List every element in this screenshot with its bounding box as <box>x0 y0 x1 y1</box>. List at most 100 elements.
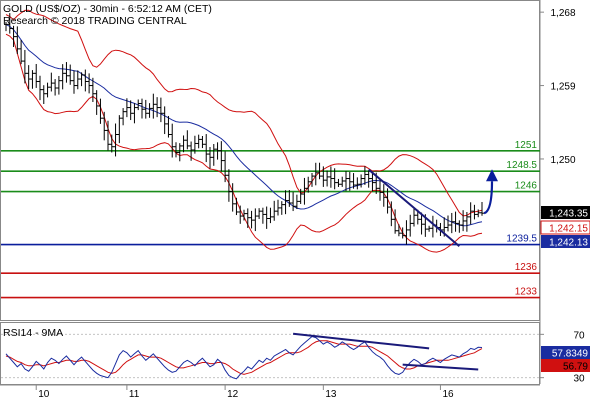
candle <box>287 190 292 207</box>
candle <box>204 134 209 163</box>
price-tags: 1,243.35 1,242.15 1,242.13 <box>540 206 590 249</box>
candle <box>53 79 58 96</box>
candle <box>181 135 186 153</box>
candle <box>60 64 65 90</box>
candle <box>219 141 224 172</box>
candle <box>396 224 401 237</box>
chart-title-line2: Research © 2018 TRADING CENTRAL <box>3 15 187 27</box>
candle <box>359 174 364 188</box>
price-tag-last_price: 1,243.35 <box>541 206 590 220</box>
candle <box>476 209 481 218</box>
candle <box>461 210 466 232</box>
candle <box>151 93 156 119</box>
rsi-tag-rsi_ma: 56.79 <box>541 359 590 373</box>
candle <box>211 144 216 166</box>
rsi-panel-label: RSI14 - 9MA <box>3 327 63 339</box>
candle <box>332 168 337 190</box>
candle <box>41 85 46 105</box>
candle <box>453 211 458 232</box>
candle <box>294 194 299 210</box>
projection-arrow <box>483 169 498 215</box>
rsi-line <box>5 335 483 380</box>
candle <box>419 212 424 235</box>
candle <box>208 147 212 169</box>
candle <box>230 183 235 212</box>
candle <box>34 63 39 88</box>
candle <box>94 90 99 115</box>
candle <box>22 49 27 84</box>
price-tag-moving_average: 1,242.13 <box>541 235 590 249</box>
candle <box>446 215 450 232</box>
candle <box>56 75 61 95</box>
svg-text:1,242.13: 1,242.13 <box>549 238 588 249</box>
candle <box>234 197 239 216</box>
level-label-1: 1248.5 <box>506 160 537 171</box>
rsi-tags: 57.8349 56.79 <box>541 346 590 373</box>
candle <box>313 162 318 186</box>
time-tick-label: 10 <box>38 389 50 400</box>
candle <box>298 188 303 204</box>
candle <box>192 135 197 154</box>
candle <box>464 211 469 232</box>
candle <box>283 190 288 215</box>
rsi-trendline-0 <box>293 332 430 350</box>
candle <box>196 134 201 149</box>
candle <box>328 166 333 188</box>
price-trendlines <box>368 168 460 247</box>
chart-title-line1: GOLD (US$/OZ) - 30min - 6:52:12 AM (CET) <box>3 3 212 15</box>
rsi-ma-line <box>5 340 483 375</box>
candle <box>162 106 167 135</box>
candle <box>268 207 273 224</box>
moving-average <box>5 23 483 227</box>
candle <box>370 171 375 192</box>
candle <box>336 178 341 187</box>
time-tick-label: 13 <box>325 389 337 400</box>
candle <box>385 188 390 214</box>
candle <box>257 208 262 219</box>
candle <box>310 173 314 187</box>
candle <box>378 180 382 201</box>
rsi-panel-frame <box>0 322 540 385</box>
candle <box>72 70 76 94</box>
candle <box>276 199 280 216</box>
candle <box>472 204 477 220</box>
candle <box>136 99 141 111</box>
candle <box>260 207 265 224</box>
time-tick-label: 16 <box>442 389 454 400</box>
svg-text:57.8349: 57.8349 <box>552 349 589 360</box>
candle <box>381 184 386 207</box>
candle <box>64 62 69 83</box>
candle <box>4 21 8 32</box>
price-tick-label: 1,250 <box>550 155 575 166</box>
candle <box>124 98 129 118</box>
candle <box>249 210 254 229</box>
candle <box>19 40 24 65</box>
horizontal-levels <box>1 150 540 299</box>
candle <box>340 176 345 187</box>
candle <box>302 177 307 205</box>
candle <box>98 98 103 124</box>
candle <box>468 202 473 225</box>
candle <box>45 82 50 98</box>
candle <box>90 77 95 102</box>
rsi-trendline-1 <box>402 363 479 371</box>
candle <box>15 26 20 54</box>
candle <box>317 162 322 180</box>
candle <box>430 215 435 238</box>
time-tick-label: 12 <box>227 389 239 400</box>
candle <box>457 220 462 233</box>
candle <box>223 151 228 183</box>
candle <box>279 201 284 215</box>
moving-average-line <box>5 23 483 227</box>
level-label-0: 1251 <box>515 140 538 151</box>
candle <box>106 120 110 151</box>
candle <box>87 73 92 94</box>
level-label-3: 1239.5 <box>506 234 537 245</box>
candle <box>83 69 88 92</box>
price-trendline-0 <box>368 168 460 247</box>
level-label-2: 1246 <box>515 181 538 192</box>
price-tick-label: 1,268 <box>550 8 575 19</box>
candle <box>132 103 137 124</box>
